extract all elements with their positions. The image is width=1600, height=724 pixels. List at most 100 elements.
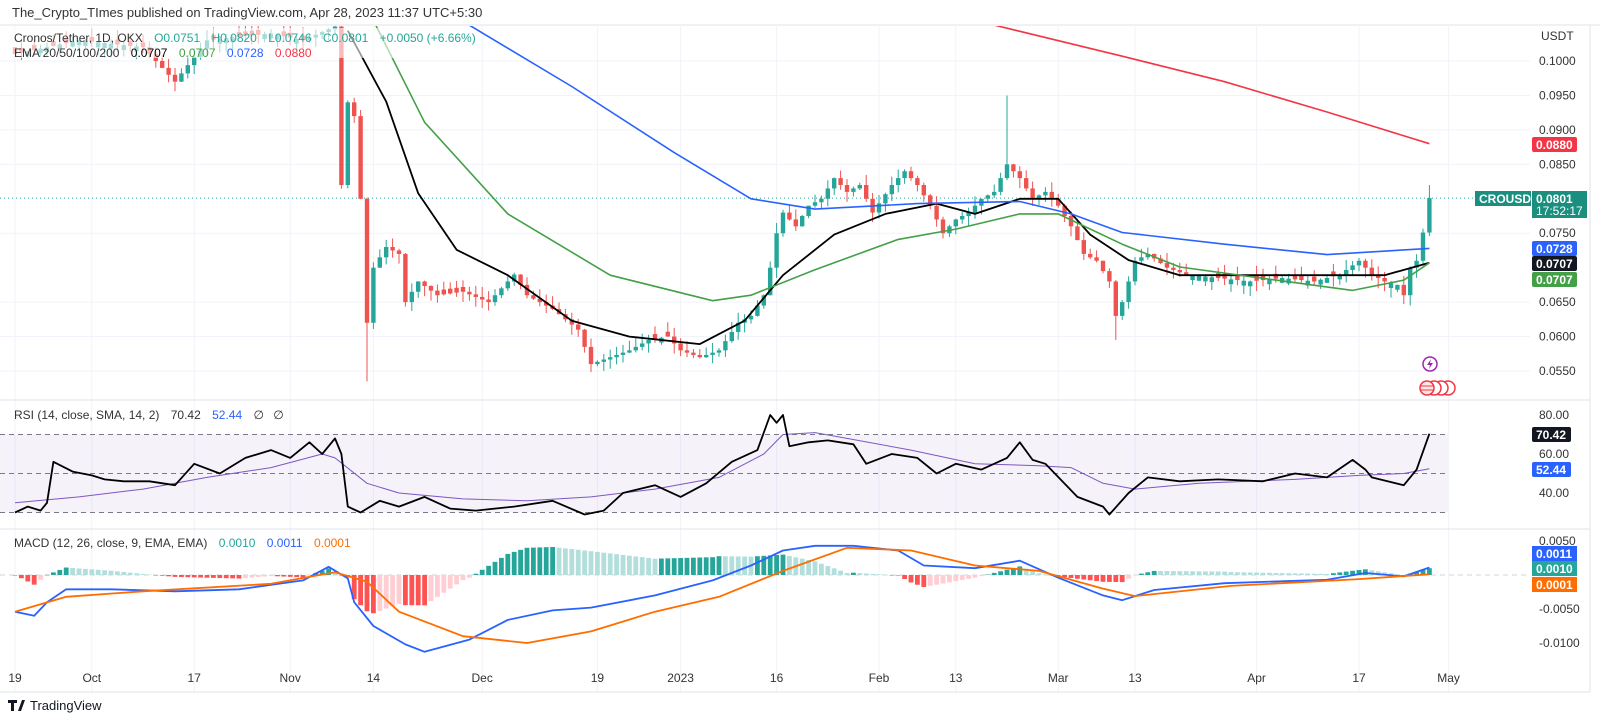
macd-histogram-bar [799, 558, 805, 575]
candle-up [768, 267, 773, 296]
macd-histogram-bar [697, 557, 703, 575]
macd-histogram-bar [1222, 571, 1227, 575]
lightning-icon[interactable] [1422, 356, 1438, 372]
candle-down [652, 334, 658, 339]
macd-histogram-bar [1011, 568, 1016, 575]
macd-histogram-bar [505, 553, 511, 575]
macd-histogram-bar [1331, 573, 1336, 575]
candle-up [614, 354, 619, 358]
candle-up [185, 65, 190, 74]
date-tick-label: 14 [367, 671, 381, 685]
candle-up [761, 295, 766, 306]
price-tick-label: 0.0850 [1539, 157, 1576, 171]
macd-histogram-bar [518, 549, 523, 575]
candle-down [518, 274, 523, 285]
macd-histogram-bar [473, 573, 479, 575]
rsi-extra: ∅ [273, 408, 283, 422]
candle-up [345, 102, 350, 186]
macd-histogram-bar [1241, 572, 1247, 575]
rsi-sma-line [14, 432, 1430, 504]
candle-down [1401, 284, 1406, 296]
candle-down [1382, 278, 1387, 282]
svg-text:CROUSDT: CROUSDT [1479, 192, 1539, 206]
date-tick-label: Feb [869, 671, 890, 685]
candle-down [390, 247, 395, 251]
ema20-line [347, 30, 1430, 345]
date-tick-label: 17 [1352, 671, 1366, 685]
candle-up [505, 281, 510, 289]
candle-down [448, 288, 453, 294]
tradingview-logo[interactable]: TradingView [8, 698, 102, 713]
candle-down [480, 296, 485, 300]
macd-hist-value: 0.0010 [219, 536, 256, 550]
candle-up [1388, 283, 1394, 288]
axes[interactable]: 19 Oct 17 Nov 14 Dec 19 2023 16 Feb 13 Mar 13 Apr 17 Ma… [8, 54, 1580, 685]
macd-histogram-bar [563, 548, 568, 575]
macd-histogram-bar [1388, 573, 1394, 575]
candle-up [736, 322, 741, 332]
high-value: H0.0820 [211, 31, 257, 45]
macd-histogram-bar [1420, 569, 1426, 575]
candle-up [1324, 278, 1330, 283]
candle-down [691, 352, 696, 355]
price-pane[interactable] [0, 20, 1475, 382]
candle-up [972, 205, 978, 213]
ema20-tag: 0.0707 [1532, 256, 1577, 271]
macd-histogram-bar [595, 551, 600, 575]
macd-histogram-bar [1196, 571, 1202, 575]
macd-histogram-bar [1190, 571, 1195, 575]
macd-histogram-bar [543, 547, 549, 575]
ema20-value: 0.0707 [131, 46, 168, 60]
macd-legend: MACD (12, 26, close, 9, EMA, EMA) 0.0010… [14, 536, 351, 550]
macd-histogram-bar [959, 575, 965, 581]
candle-up [1132, 260, 1138, 282]
last-price: 0.0801 [1536, 192, 1573, 206]
date-tick-label: 13 [1128, 671, 1142, 685]
macd-tick-label: 0.0050 [1539, 534, 1576, 548]
macd-histogram-bar [1094, 575, 1099, 582]
macd-histogram-bar [780, 554, 786, 575]
macd-histogram-bar [1318, 573, 1323, 575]
candle-down [1331, 271, 1336, 277]
candle-up [1043, 191, 1048, 196]
candle-up [1190, 275, 1195, 281]
macd-histogram-bar [895, 575, 901, 576]
candle-down [403, 253, 408, 303]
macd-histogram-bar [211, 575, 216, 578]
macd-histogram-bar [1260, 572, 1266, 575]
us-flag-events-icon[interactable] [1419, 380, 1456, 396]
macd-histogram-bar [217, 575, 223, 579]
macd-histogram-bar [742, 556, 747, 575]
candle-up [1203, 276, 1208, 282]
candle-down [1299, 275, 1304, 281]
macd-histogram-bar [857, 573, 863, 575]
candle-down [844, 185, 850, 192]
candle-up [1209, 277, 1214, 283]
macd-histogram-bar [127, 572, 133, 575]
macd-histogram-bar [108, 570, 114, 575]
macd-histogram-bar [1036, 573, 1042, 575]
rsi-tick-label: 40.00 [1539, 486, 1569, 500]
candle-down [1017, 171, 1022, 179]
macd-histogram-bar [1228, 572, 1234, 575]
macd-histogram-bar [25, 575, 31, 582]
macd-histogram-bar [262, 575, 267, 577]
macd-histogram-bar [1132, 575, 1138, 576]
macd-histogram-bar [1286, 573, 1291, 575]
candle-down [544, 302, 549, 306]
candle-down [582, 329, 587, 347]
candle-up [1120, 302, 1125, 316]
candle-up [1350, 265, 1355, 270]
macd-histogram-bar [1292, 573, 1298, 575]
macd-histogram-bar [716, 556, 722, 575]
macd-histogram-bar [364, 575, 370, 612]
candle-down [486, 299, 491, 303]
rsi-pane[interactable] [0, 414, 1448, 516]
macd-pane[interactable] [0, 544, 1530, 653]
macd-histogram-bar [191, 575, 197, 578]
macd-histogram-bar [230, 575, 235, 579]
candle-up [601, 359, 606, 362]
candle-up [985, 195, 990, 199]
candle-down [1056, 198, 1061, 206]
